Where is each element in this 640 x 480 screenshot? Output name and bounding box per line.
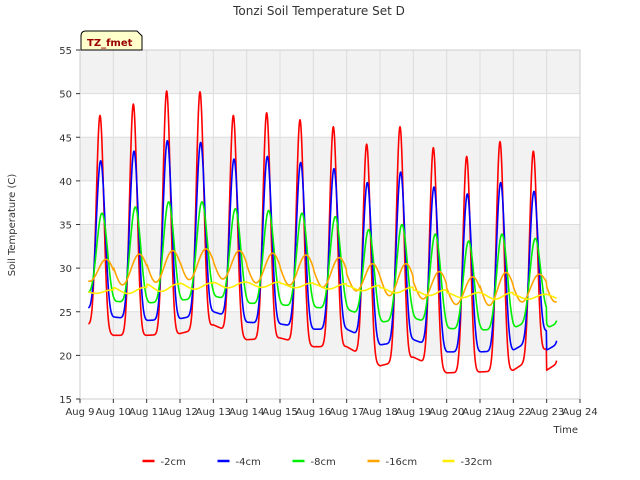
y-axis-title: Soil Temperature (C): [7, 174, 18, 277]
legend-item: -8cm: [292, 457, 336, 468]
plot-band: [80, 311, 580, 356]
plot-band: [80, 355, 580, 399]
legend-item: -16cm: [367, 457, 418, 468]
y-tick-label: 40: [59, 177, 72, 188]
legend-label: -32cm: [461, 457, 493, 468]
x-tick-label: Aug 12: [162, 407, 197, 418]
y-tick-label: 15: [59, 395, 72, 406]
plot-band: [80, 93, 580, 138]
chart-title: Tonzi Soil Temperature Set D: [232, 4, 405, 18]
legend-label: -16cm: [386, 457, 418, 468]
x-tick-label: Aug 18: [362, 407, 397, 418]
legend-item: -32cm: [442, 457, 493, 468]
x-tick-label: Aug 10: [96, 407, 131, 418]
y-tick-label: 35: [59, 221, 72, 232]
series-line-32cmcm: [87, 281, 558, 300]
y-tick-label: 45: [59, 133, 72, 144]
legend-label: -8cm: [311, 457, 336, 468]
series-line-2cmcm: [87, 90, 558, 374]
y-tick-label: 25: [59, 308, 72, 319]
x-tick-label: Aug 16: [296, 407, 331, 418]
series-line-4cmcm: [87, 139, 558, 353]
x-tick-label: Aug 22: [496, 407, 531, 418]
legend-item: -2cm: [142, 457, 186, 468]
legend-label: -4cm: [236, 457, 261, 468]
x-tick-label: Aug 23: [529, 407, 564, 418]
x-tick-label: Aug 13: [196, 407, 231, 418]
x-tick-label: Aug 9: [65, 407, 94, 418]
x-tick-label: Aug 14: [229, 407, 264, 418]
badge-box: [80, 30, 143, 51]
badge-label: TZ_fmet: [87, 38, 133, 49]
x-axis-title: Time: [553, 425, 578, 436]
x-tick-label: Aug 20: [429, 407, 464, 418]
legend-label: -2cm: [161, 457, 186, 468]
plot-band: [80, 50, 580, 94]
x-tick-label: Aug 17: [329, 407, 364, 418]
y-tick-label: 50: [59, 90, 72, 101]
x-tick-label: Aug 11: [129, 407, 164, 418]
x-tick-label: Aug 21: [462, 407, 497, 418]
series-line-8cmcm: [87, 201, 558, 331]
legend: -2cm -4cm -8cm -16cm -32cm: [142, 457, 493, 468]
x-tick-label: Aug 19: [396, 407, 431, 418]
series-layer: [87, 90, 558, 374]
y-axis-ticks: 15 20 25 30 35 40 45 50 55: [59, 46, 80, 406]
x-tick-label: Aug 15: [262, 407, 297, 418]
y-tick-label: 55: [59, 46, 72, 57]
station-badge: TZ_fmet: [80, 30, 143, 51]
y-tick-label: 20: [59, 351, 72, 362]
legend-item: -4cm: [217, 457, 261, 468]
x-tick-label: Aug 24: [562, 407, 597, 418]
y-tick-label: 30: [59, 264, 72, 275]
